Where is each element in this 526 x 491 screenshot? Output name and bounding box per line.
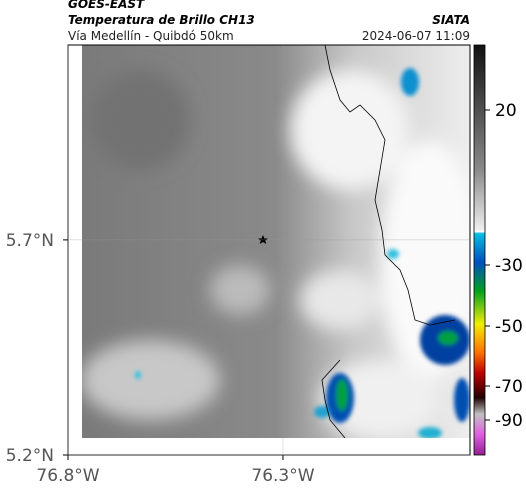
colorbar-tick-label: -50 — [495, 317, 523, 337]
x-tick-label: 76.8°W — [36, 466, 99, 486]
colorbar-tick-label: -90 — [495, 411, 523, 431]
route: Vía Medellín - Quibdó 50km — [68, 29, 234, 43]
source: SIATA — [432, 13, 470, 27]
y-tick-label: 5.7°N — [6, 231, 54, 251]
colorbar-tick-label: -30 — [495, 256, 523, 276]
y-tick-label: 5.2°N — [6, 446, 54, 466]
satellite-image — [82, 45, 470, 438]
x-tick-label: 76.3°W — [251, 466, 314, 486]
timestamp: 2024-06-07 11:09 — [362, 29, 470, 43]
product: Temperatura de Brillo CH13 — [68, 13, 255, 27]
colorbar-tick-label: 20 — [495, 101, 517, 121]
satellite: GOES-EAST — [68, 0, 145, 11]
location-marker — [258, 235, 268, 244]
colorbar-tick-label: -70 — [495, 377, 523, 397]
colorbar — [473, 44, 486, 456]
